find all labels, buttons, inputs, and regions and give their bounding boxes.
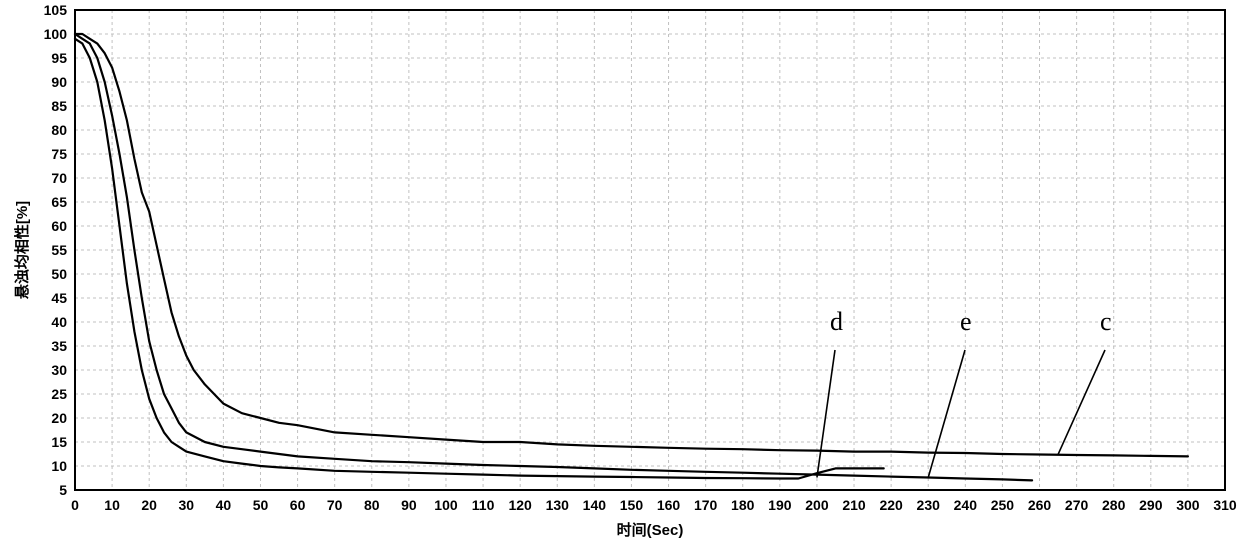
x-tick-label: 70	[327, 497, 343, 513]
y-tick-label: 55	[51, 242, 67, 258]
x-tick-label: 150	[620, 497, 644, 513]
x-tick-label: 90	[401, 497, 417, 513]
line-chart: dec0102030405060708090100110120130140150…	[0, 0, 1239, 555]
x-tick-label: 30	[179, 497, 195, 513]
y-tick-label: 5	[59, 482, 67, 498]
y-tick-label: 10	[51, 458, 67, 474]
y-tick-label: 40	[51, 314, 67, 330]
y-tick-label: 85	[51, 98, 67, 114]
x-tick-label: 10	[104, 497, 120, 513]
callout-line-e	[928, 350, 965, 478]
plot-border	[75, 10, 1225, 490]
callout-label-c: c	[1100, 307, 1112, 336]
callout-label-e: e	[960, 307, 972, 336]
y-tick-label: 15	[51, 434, 67, 450]
x-tick-label: 60	[290, 497, 306, 513]
x-tick-label: 180	[731, 497, 755, 513]
x-tick-label: 290	[1139, 497, 1163, 513]
x-tick-labels: 0 10 20 30 40 50 60 70 80 90 100 110 120 130 140 150 160…	[71, 497, 1237, 513]
y-tick-labels: 5 10 15 20 25 30 35 40 45 50 55 60 65 70 75 80 85 90 95 100…	[44, 2, 68, 498]
y-tick-label: 65	[51, 194, 67, 210]
x-tick-label: 240	[954, 497, 978, 513]
y-tick-label: 90	[51, 74, 67, 90]
x-tick-label: 200	[805, 497, 829, 513]
series-e	[75, 34, 1032, 480]
y-tick-label: 75	[51, 146, 67, 162]
x-tick-label: 250	[991, 497, 1015, 513]
x-tick-label: 20	[141, 497, 157, 513]
x-tick-label: 100	[434, 497, 458, 513]
y-tick-label: 50	[51, 266, 67, 282]
x-tick-label: 80	[364, 497, 380, 513]
x-tick-label: 280	[1102, 497, 1126, 513]
x-tick-label: 140	[583, 497, 607, 513]
y-tick-label: 105	[44, 2, 68, 18]
y-tick-label: 45	[51, 290, 67, 306]
x-tick-label: 230	[917, 497, 941, 513]
callout-label-d: d	[830, 307, 843, 336]
x-tick-label: 300	[1176, 497, 1200, 513]
callout-line-d	[817, 350, 835, 478]
x-tick-label: 260	[1028, 497, 1052, 513]
y-tick-label: 35	[51, 338, 67, 354]
callout-line-c	[1058, 350, 1105, 454]
y-tick-label: 70	[51, 170, 67, 186]
y-tick-label: 100	[44, 26, 68, 42]
x-axis-title: 时间(Sec)	[617, 521, 684, 539]
y-tick-label: 95	[51, 50, 67, 66]
y-tick-label: 30	[51, 362, 67, 378]
y-tick-label: 60	[51, 218, 67, 234]
x-tick-label: 130	[546, 497, 570, 513]
gridlines	[75, 10, 1225, 490]
x-tick-label: 120	[508, 497, 532, 513]
series-d	[75, 39, 884, 479]
x-tick-label: 170	[694, 497, 718, 513]
x-tick-label: 270	[1065, 497, 1089, 513]
y-axis-title: 悬浊均相性[%]	[13, 201, 31, 299]
x-tick-label: 220	[879, 497, 903, 513]
x-tick-label: 40	[216, 497, 232, 513]
x-tick-label: 50	[253, 497, 269, 513]
x-tick-label: 310	[1213, 497, 1237, 513]
x-tick-label: 160	[657, 497, 681, 513]
x-tick-label: 210	[842, 497, 866, 513]
chart-container: dec0102030405060708090100110120130140150…	[0, 0, 1239, 555]
x-tick-label: 190	[768, 497, 792, 513]
y-tick-label: 20	[51, 410, 67, 426]
x-tick-label: 110	[472, 497, 495, 513]
y-tick-label: 25	[51, 386, 67, 402]
x-tick-label: 0	[71, 497, 79, 513]
y-tick-label: 80	[51, 122, 67, 138]
